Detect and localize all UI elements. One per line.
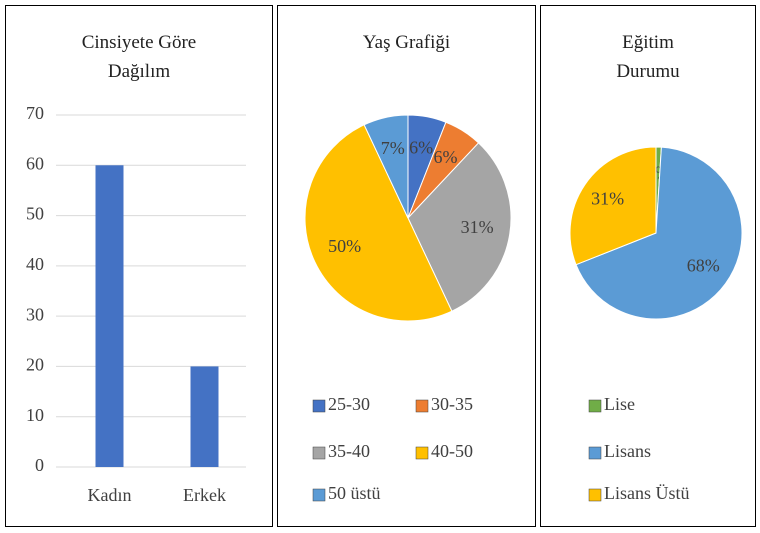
legend-swatch — [415, 399, 429, 413]
legend-swatch — [588, 488, 602, 502]
legend-label: Lisans Üstü — [604, 483, 690, 503]
legend-swatch — [312, 399, 326, 413]
chart-title: Cinsiyete Göre Dağılım — [81, 32, 197, 82]
y-tick-label: 30 — [26, 304, 44, 324]
y-tick-label: 60 — [26, 153, 44, 173]
y-tick-label: 0 — [35, 455, 44, 475]
panel: Cinsiyete Göre Dağılım 0 10 20 30 40 50 60 70 Ka… — [5, 5, 273, 527]
x-tick-label: Kadın — [88, 485, 132, 505]
legend-label: 30-35 — [431, 394, 473, 414]
y-tick-label: 50 — [26, 204, 44, 224]
chart-title: Eğitim Durumu — [616, 32, 680, 82]
panel: Yaş Grafiği 6% 25-30 6% 30-35 31% 35-40 50% 40-… — [277, 5, 536, 527]
pie-slice — [575, 146, 743, 320]
legend-label: 25-30 — [328, 394, 370, 414]
chart-title: Yaş Grafiği — [362, 32, 451, 53]
data-label: 6% — [434, 147, 458, 167]
pie-slice — [407, 142, 512, 312]
bar — [95, 165, 124, 468]
pie-slice — [569, 146, 657, 266]
y-tick-label: 10 — [26, 405, 44, 425]
pie-slice — [304, 124, 453, 322]
x-tick-label: Erkek — [183, 485, 226, 505]
y-tick-label: 70 — [26, 103, 44, 123]
y-tick-label: 40 — [26, 254, 44, 274]
legend-label: Lisans — [604, 441, 651, 461]
data-label: 7% — [381, 138, 405, 158]
pie-slice — [363, 114, 409, 219]
panel: Eğitim Durumu 1% Lise 68% Lisans 31% Lisans Ü… — [540, 5, 756, 527]
legend-swatch — [588, 399, 602, 413]
legend-swatch — [312, 488, 326, 502]
data-label: 31% — [461, 217, 494, 237]
legend-label: 50 üstü — [328, 483, 381, 503]
data-label: 68% — [687, 255, 720, 275]
data-label: 31% — [591, 188, 624, 208]
legend-label: 40-50 — [431, 441, 473, 461]
chart: 0 10 20 30 40 50 60 70 Kadın Erkek — [26, 103, 246, 505]
bar — [190, 366, 219, 467]
legend-swatch — [312, 446, 326, 460]
chart: 6% 25-30 6% 30-35 31% 35-40 50% 40-50 7% 50 üstü — [304, 114, 512, 503]
data-label: 50% — [328, 236, 361, 256]
legend-label: Lise — [604, 394, 635, 414]
legend-swatch — [588, 446, 602, 460]
legend-swatch — [415, 446, 429, 460]
legend-label: 35-40 — [328, 441, 370, 461]
data-label: 6% — [409, 137, 433, 157]
y-tick-label: 20 — [26, 355, 44, 375]
